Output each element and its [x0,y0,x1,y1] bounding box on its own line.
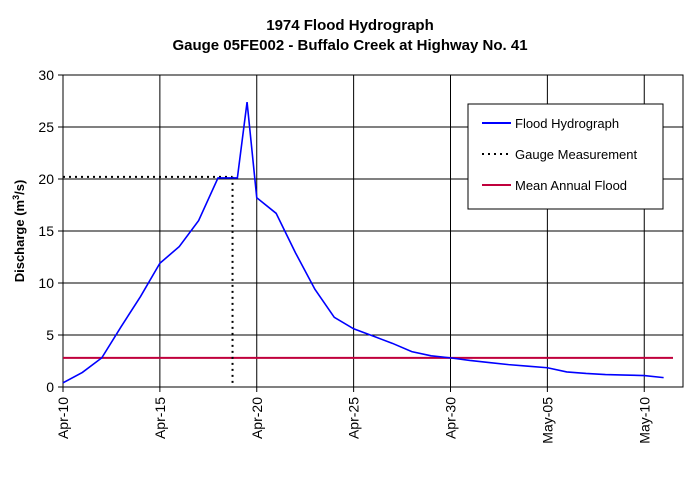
chart-title: 1974 Flood Hydrograph [266,17,434,34]
x-tick-label: May-05 [539,397,555,444]
x-tick-label: Apr-15 [152,397,168,439]
legend-box [467,103,664,210]
tick-labels: 0 5 10 15 20 25 30 Apr-10 Apr-15 Apr-20 Apr-25 Apr-… [38,67,652,444]
x-tick-label: Apr-30 [443,397,459,439]
y-tick-label: 0 [46,379,54,395]
y-tick-label: 20 [38,171,54,187]
y-tick-label: 10 [38,275,54,291]
axes [58,74,684,392]
plot-frame [62,74,684,388]
series [62,101,673,387]
chart-subtitle: Gauge 05FE002 - Buffalo Creek at Highway… [172,37,528,54]
y-axis-label: Discharge (m3/s) [11,180,27,283]
y-tick-label: 5 [46,327,54,343]
legend-label-mean-annual-flood: Mean Annual Flood [515,178,627,193]
x-tick-label: May-10 [636,397,652,444]
y-tick-label: 30 [38,67,54,83]
legend: Flood Hydrograph Gauge Measurement Mean … [467,103,664,210]
legend-label-gauge-measurement: Gauge Measurement [515,147,638,162]
y-tick-label: 25 [38,119,54,135]
x-tick-label: Apr-25 [346,397,362,439]
legend-label-flood-hydrograph: Flood Hydrograph [515,116,619,131]
x-tick-label: Apr-20 [249,397,265,439]
x-tick-label: Apr-10 [55,397,71,439]
y-tick-label: 15 [38,223,54,239]
